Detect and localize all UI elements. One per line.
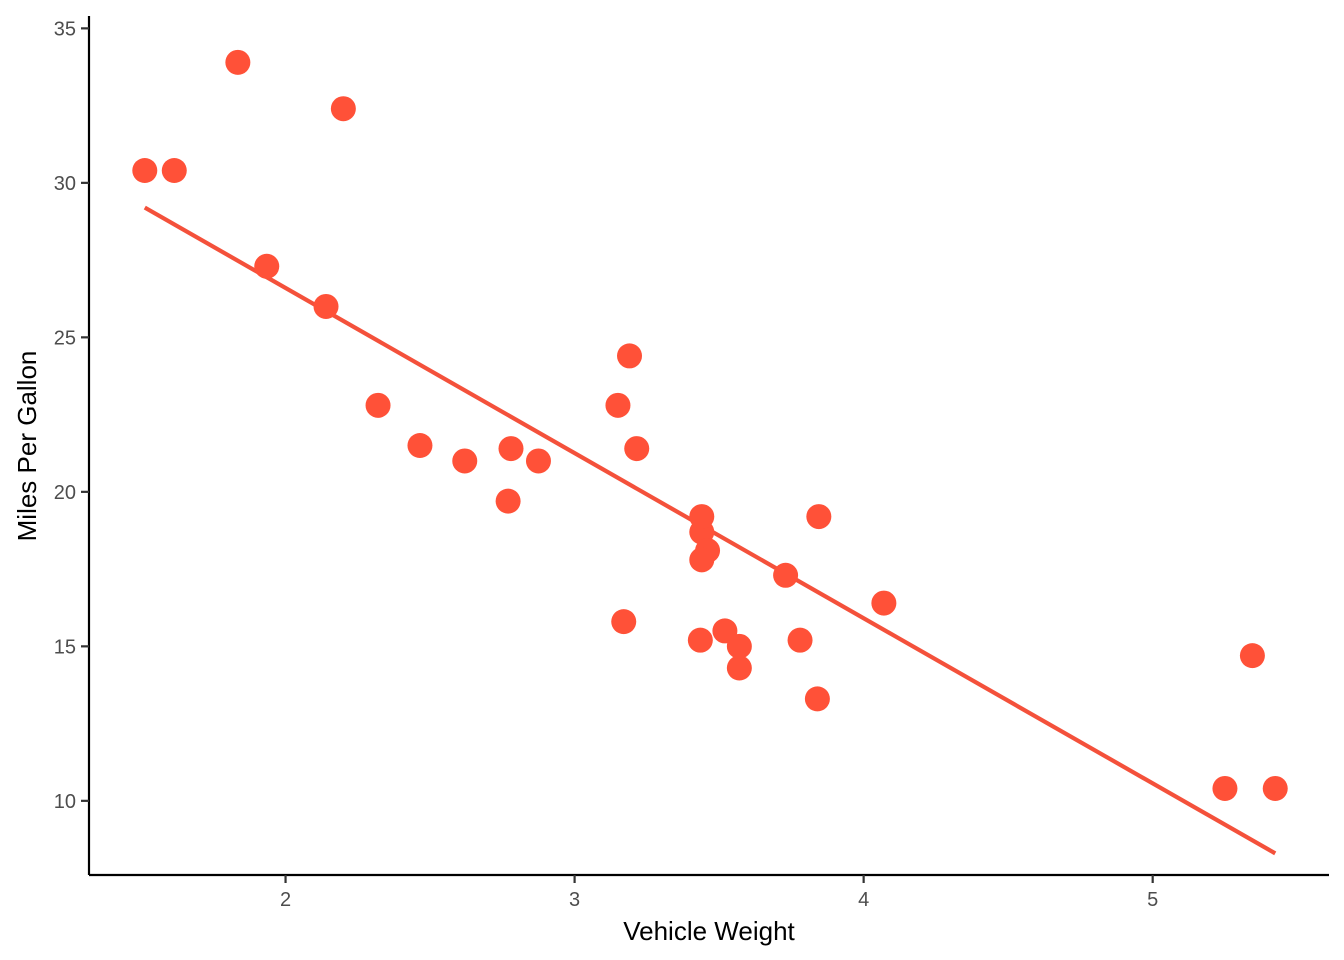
data-point <box>726 655 752 681</box>
y-tick-label: 20 <box>54 482 76 504</box>
data-point <box>871 590 897 616</box>
data-point <box>689 547 715 573</box>
y-tick-label: 25 <box>54 327 76 349</box>
data-point <box>498 436 524 462</box>
x-tick-label: 2 <box>280 889 291 911</box>
data-point <box>1262 775 1288 801</box>
data-point <box>804 686 830 712</box>
data-point <box>1212 775 1238 801</box>
data-point <box>689 504 715 530</box>
y-tick-label: 35 <box>54 18 76 40</box>
y-axis-ticks: 10 15 20 25 30 35 <box>54 18 89 813</box>
data-point <box>365 392 391 418</box>
x-tick-label: 3 <box>569 889 580 911</box>
data-point <box>787 627 813 653</box>
x-tick-label: 5 <box>1147 889 1158 911</box>
data-point <box>254 253 280 279</box>
data-point <box>225 49 251 75</box>
data-point <box>806 504 832 530</box>
data-point <box>687 627 713 653</box>
data-point <box>1239 643 1265 669</box>
data-point <box>330 96 356 122</box>
x-tick-label: 4 <box>858 889 869 911</box>
data-point <box>525 448 551 474</box>
data-point <box>161 157 187 183</box>
y-tick-label: 15 <box>54 636 76 658</box>
points-layer <box>132 49 1288 801</box>
data-point <box>495 488 521 514</box>
data-point <box>617 343 643 369</box>
data-point <box>132 157 158 183</box>
data-point <box>313 293 339 319</box>
data-point <box>624 436 650 462</box>
y-tick-label: 30 <box>54 173 76 195</box>
y-axis-title: Miles Per Gallon <box>12 351 42 542</box>
data-point <box>726 633 752 659</box>
y-tick-label: 10 <box>54 791 76 813</box>
x-axis-ticks: 2 3 4 5 <box>280 875 1158 911</box>
data-point <box>407 433 433 458</box>
data-point <box>605 392 631 418</box>
x-axis-title: Vehicle Weight <box>623 916 795 946</box>
data-point <box>773 562 799 588</box>
data-point <box>452 448 478 474</box>
data-point <box>611 609 637 635</box>
